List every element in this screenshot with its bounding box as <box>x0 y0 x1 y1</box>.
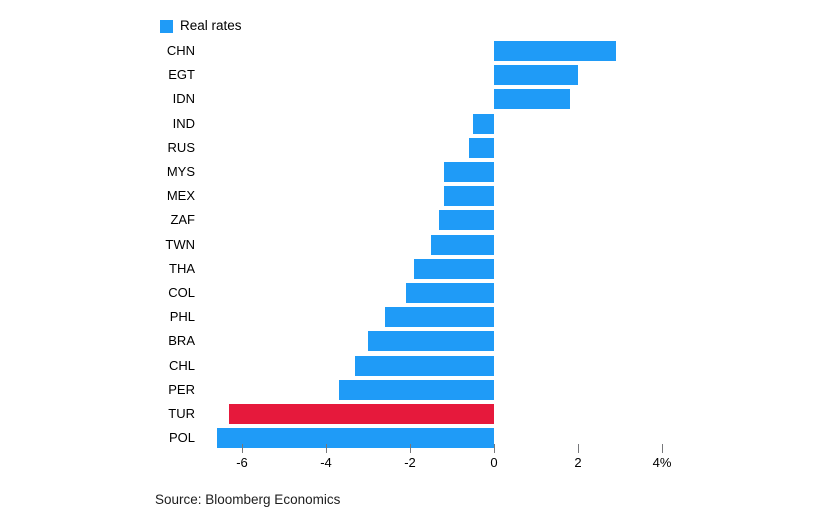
x-axis-tick <box>662 444 663 453</box>
bar-egt <box>494 65 578 86</box>
category-label-idn: IDN <box>172 91 195 107</box>
x-axis-tick-label: 2 <box>574 455 582 470</box>
category-label-ind: IND <box>172 115 195 131</box>
bar-tur <box>229 404 494 424</box>
bar-per <box>338 379 494 400</box>
bar-rus <box>468 137 494 158</box>
category-label-mex: MEX <box>166 188 195 204</box>
bar-chn <box>494 41 616 61</box>
bar-twn <box>431 234 494 255</box>
category-label-chn: CHN <box>166 43 195 58</box>
x-axis-tick <box>494 444 495 453</box>
bar-phl <box>384 307 494 328</box>
x-axis-tick-label: -4 <box>320 455 332 470</box>
bar-pol <box>216 428 494 449</box>
bar-col <box>405 283 494 303</box>
bar-ind <box>473 113 494 134</box>
source-text: Source: Bloomberg Economics <box>155 492 341 507</box>
x-axis-tick <box>578 444 579 453</box>
bar-chl <box>355 355 494 376</box>
category-label-egt: EGT <box>168 67 195 83</box>
category-label-tur: TUR <box>168 406 195 421</box>
category-label-zaf: ZAF <box>170 212 195 228</box>
legend: Real rates <box>160 19 242 33</box>
x-axis-tick-label: -2 <box>404 455 416 470</box>
category-label-per: PER <box>168 381 195 397</box>
category-label-tha: THA <box>169 260 195 276</box>
x-axis-tick <box>326 444 327 453</box>
legend-label: Real rates <box>180 18 242 33</box>
x-axis-tick <box>410 444 411 453</box>
category-label-bra: BRA <box>168 333 195 349</box>
bar-idn <box>494 89 570 110</box>
category-label-col: COL <box>168 285 195 300</box>
legend-swatch <box>160 19 173 33</box>
category-label-rus: RUS <box>167 139 195 155</box>
bar-tha <box>414 258 494 279</box>
category-label-chl: CHL <box>168 357 195 373</box>
category-label-mys: MYS <box>166 164 195 179</box>
category-label-pol: POL <box>168 430 195 446</box>
x-axis-tick-label: 0 <box>490 455 498 470</box>
category-label-twn: TWN <box>165 236 195 252</box>
category-label-phl: PHL <box>169 309 195 325</box>
bar-bra <box>368 331 494 352</box>
x-axis-tick-label: -6 <box>236 455 248 470</box>
x-axis-tick-label: 4% <box>652 455 672 470</box>
bar-mex <box>443 186 494 207</box>
bar-zaf <box>439 210 494 231</box>
x-axis-tick <box>242 444 243 453</box>
bar-mys <box>443 162 494 182</box>
